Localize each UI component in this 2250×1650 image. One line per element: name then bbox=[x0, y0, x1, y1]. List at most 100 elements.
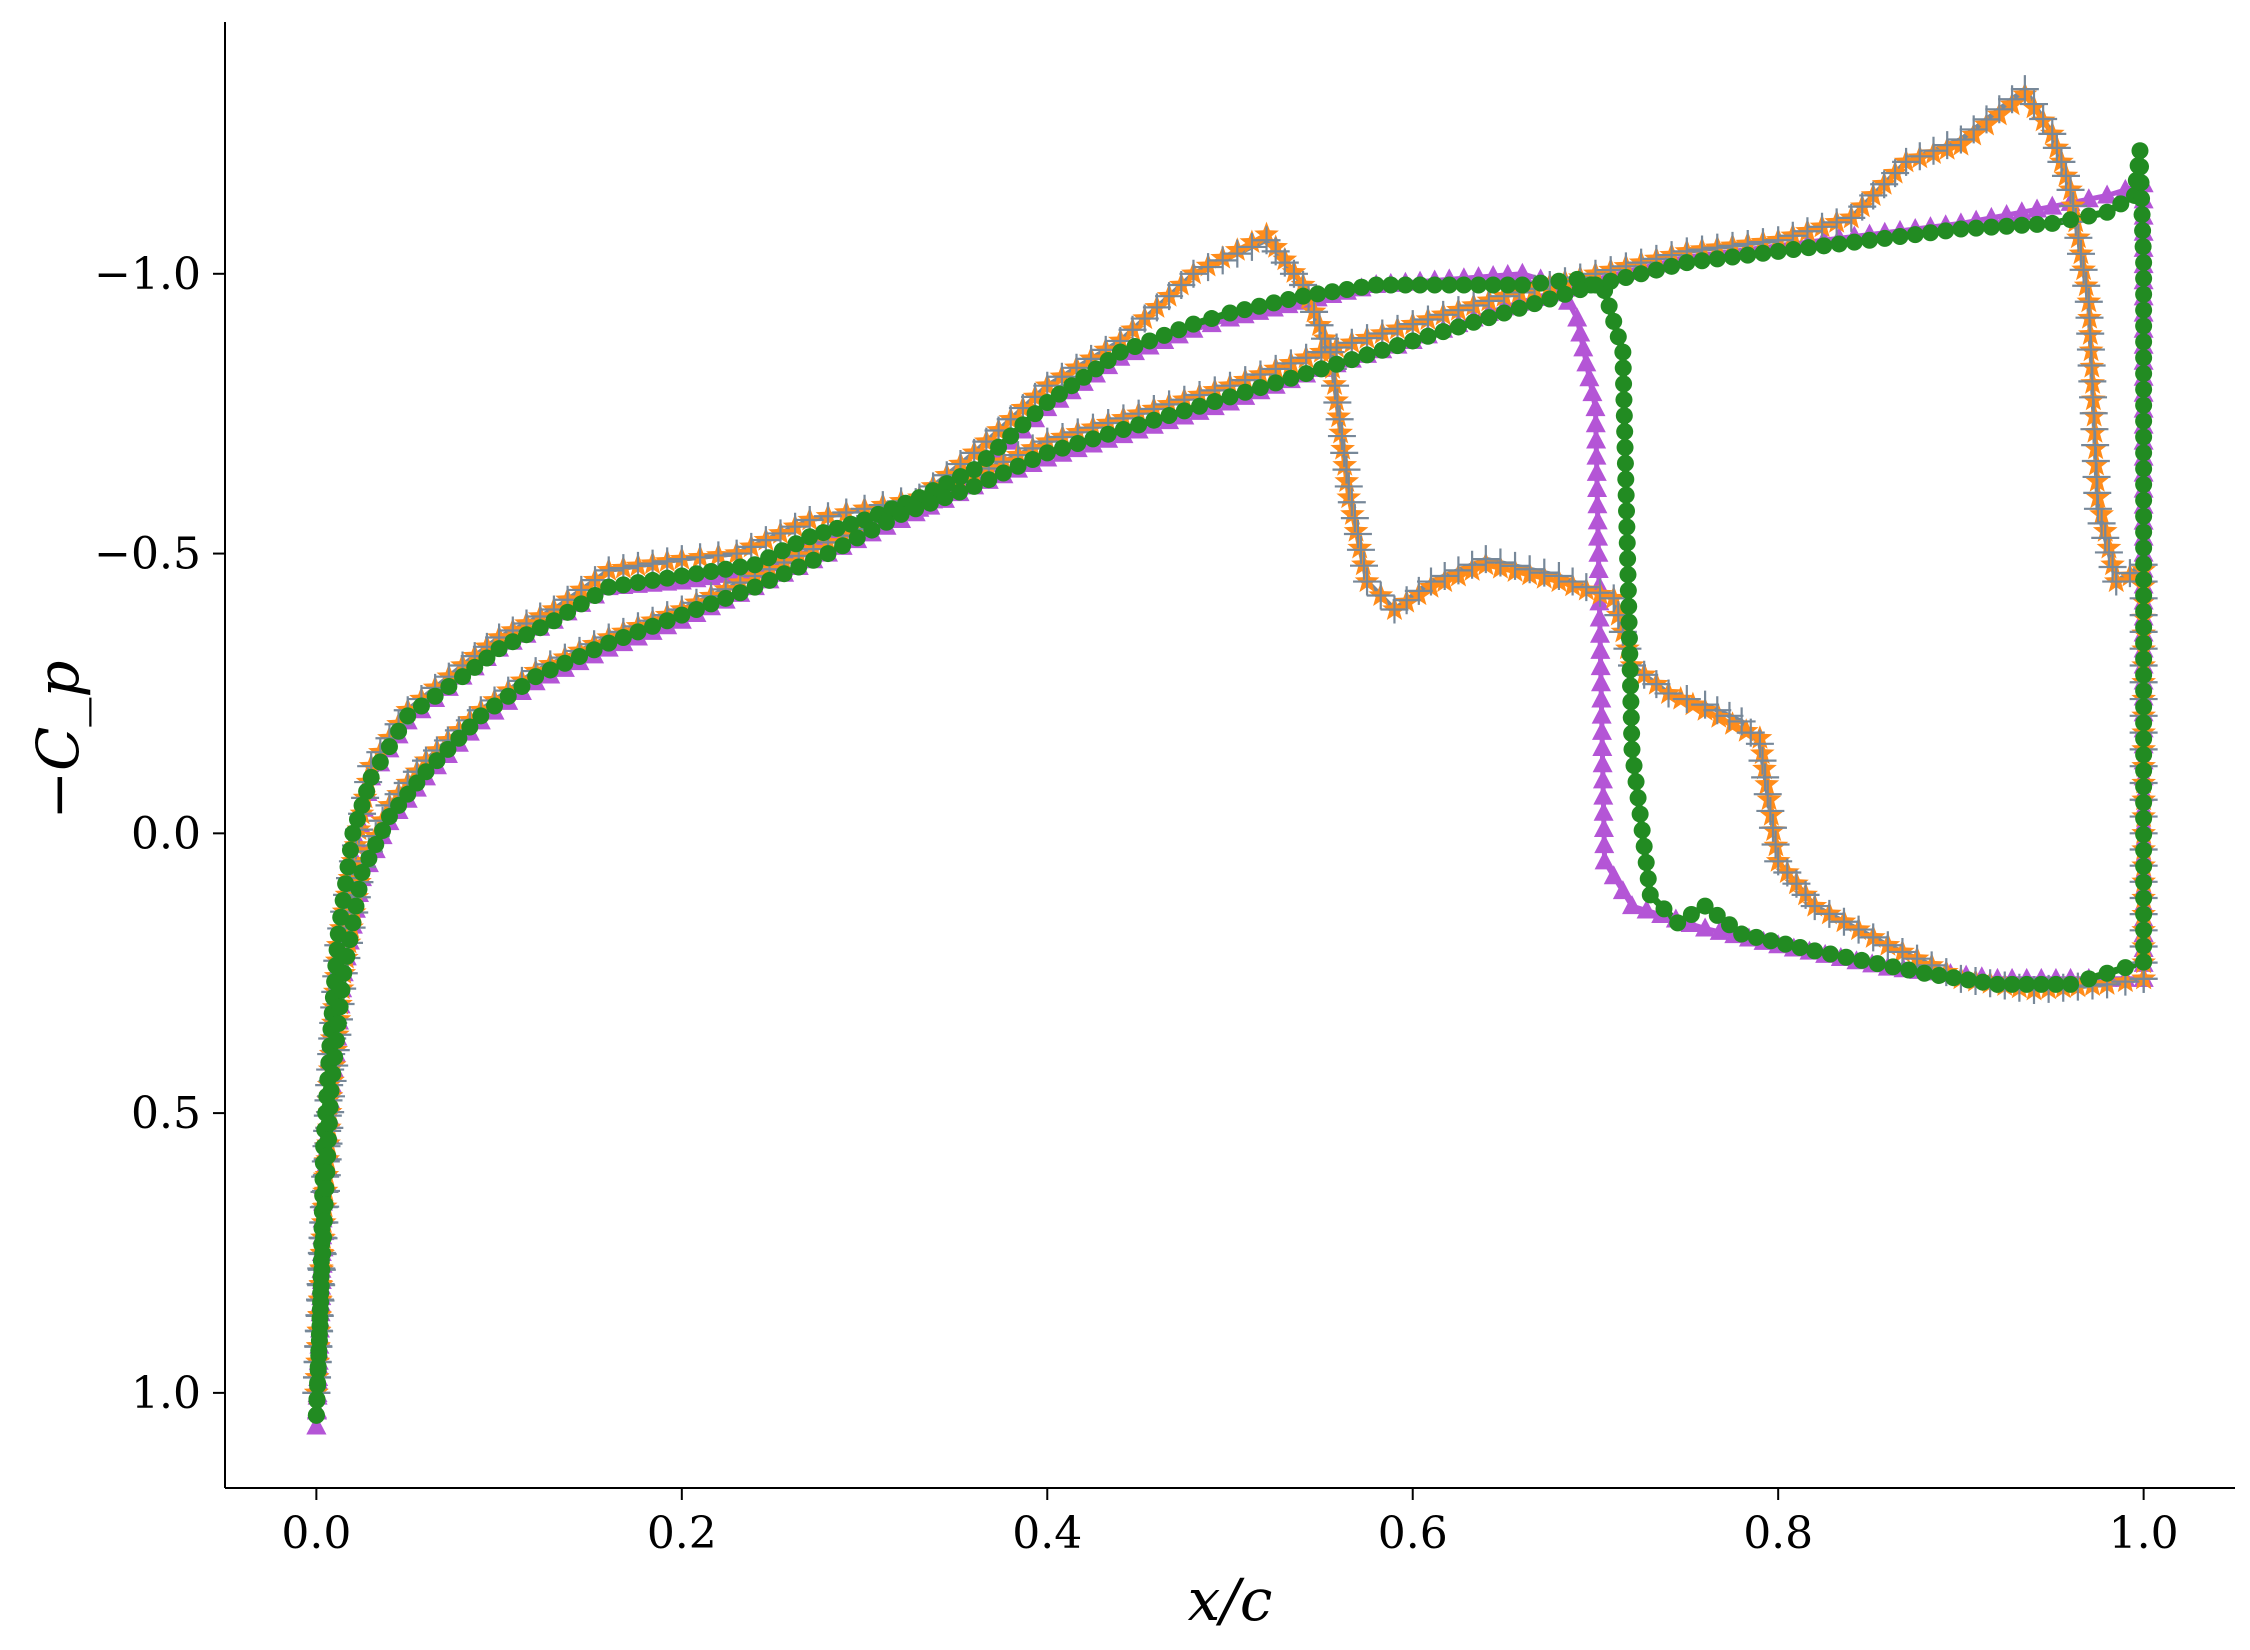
data-point bbox=[1587, 494, 1608, 514]
data-point bbox=[1903, 944, 1932, 973]
data-point bbox=[2042, 133, 2071, 162]
data-point bbox=[1126, 338, 1144, 356]
data-point bbox=[717, 560, 735, 578]
data-point bbox=[2087, 509, 2116, 538]
data-point bbox=[2080, 970, 2098, 988]
data-point bbox=[348, 810, 366, 828]
data-point bbox=[380, 738, 398, 756]
data-point bbox=[977, 449, 995, 467]
data-point bbox=[1751, 763, 1780, 792]
data-point bbox=[1471, 545, 1500, 574]
data-point bbox=[2135, 254, 2153, 272]
data-point bbox=[2135, 905, 2153, 923]
data-point bbox=[775, 565, 793, 583]
data-point bbox=[1556, 285, 1574, 303]
data-point bbox=[2135, 571, 2153, 589]
data-point bbox=[1588, 558, 1609, 578]
series-4-markers bbox=[307, 142, 2153, 1424]
data-point bbox=[1586, 578, 1615, 607]
data-point bbox=[892, 505, 910, 523]
data-point bbox=[1621, 661, 1639, 679]
data-point bbox=[1587, 478, 1608, 498]
data-point bbox=[341, 841, 359, 859]
data-point bbox=[1672, 685, 1701, 714]
data-point bbox=[2135, 857, 2153, 875]
data-point bbox=[1267, 374, 1285, 392]
data-point bbox=[1680, 691, 1706, 716]
data-point bbox=[324, 1065, 342, 1083]
data-point bbox=[2091, 523, 2120, 552]
data-point bbox=[2098, 203, 2116, 221]
data-point bbox=[2038, 119, 2067, 148]
data-point bbox=[2135, 507, 2153, 525]
data-point bbox=[338, 947, 356, 965]
data-point bbox=[1501, 551, 1530, 580]
data-point bbox=[1038, 393, 1056, 411]
data-point bbox=[877, 513, 895, 531]
data-point bbox=[1733, 718, 1759, 742]
data-point bbox=[1815, 237, 1833, 255]
data-point bbox=[1881, 159, 1910, 188]
series-4-upper-line bbox=[312, 275, 2145, 1416]
data-point bbox=[1845, 233, 1863, 251]
data-point bbox=[1618, 518, 1636, 536]
data-point bbox=[1622, 895, 1642, 915]
data-point bbox=[1330, 438, 1359, 467]
data-point bbox=[570, 648, 588, 666]
data-point bbox=[644, 617, 662, 635]
data-point bbox=[331, 998, 349, 1016]
data-point bbox=[1294, 287, 1312, 305]
data-point bbox=[702, 595, 720, 613]
data-point bbox=[1669, 914, 1687, 932]
data-point bbox=[2134, 222, 2152, 240]
data-point bbox=[316, 1196, 334, 1214]
data-point bbox=[1620, 597, 1638, 615]
data-point bbox=[2135, 602, 2153, 620]
axes bbox=[224, 22, 2235, 1489]
data-point bbox=[1513, 276, 1531, 294]
data-point bbox=[2135, 444, 2153, 462]
data-point bbox=[1588, 542, 1609, 562]
data-point bbox=[1426, 276, 1444, 294]
data-point bbox=[1974, 973, 1992, 991]
data-point bbox=[1633, 821, 1651, 839]
data-point bbox=[1009, 457, 1027, 475]
data-point bbox=[399, 707, 417, 725]
data-point bbox=[1619, 550, 1637, 568]
data-point bbox=[1800, 892, 1829, 921]
data-point bbox=[828, 519, 846, 537]
data-point bbox=[1933, 131, 1962, 160]
data-point bbox=[2047, 975, 2065, 993]
data-point bbox=[1312, 360, 1330, 378]
data-point bbox=[1458, 550, 1487, 579]
data-point bbox=[1099, 352, 1117, 370]
data-point bbox=[2135, 285, 2153, 303]
data-point bbox=[1861, 231, 1879, 249]
data-point bbox=[1179, 259, 1208, 288]
data-point bbox=[308, 1390, 326, 1408]
data-point bbox=[490, 640, 508, 658]
data-point bbox=[1720, 711, 1745, 735]
data-point bbox=[1550, 272, 1568, 290]
data-point bbox=[1343, 351, 1361, 369]
data-point bbox=[1579, 367, 1600, 387]
data-point bbox=[1430, 561, 1459, 590]
data-point bbox=[344, 914, 362, 932]
data-point bbox=[863, 521, 881, 539]
data-point bbox=[309, 1374, 327, 1392]
data-point bbox=[321, 1098, 339, 1116]
data-point bbox=[1747, 928, 1765, 946]
data-point bbox=[2135, 634, 2153, 652]
data-point bbox=[2135, 746, 2153, 764]
data-point bbox=[1419, 327, 1437, 345]
data-point bbox=[1639, 870, 1657, 888]
data-point bbox=[1655, 900, 1673, 918]
data-point bbox=[1495, 304, 1513, 322]
data-point bbox=[315, 1228, 333, 1246]
data-point bbox=[1480, 309, 1498, 327]
data-point bbox=[1366, 581, 1395, 610]
data-point bbox=[1327, 422, 1356, 451]
data-point bbox=[2062, 975, 2080, 993]
data-point bbox=[1343, 518, 1369, 542]
data-point bbox=[319, 1131, 337, 1149]
